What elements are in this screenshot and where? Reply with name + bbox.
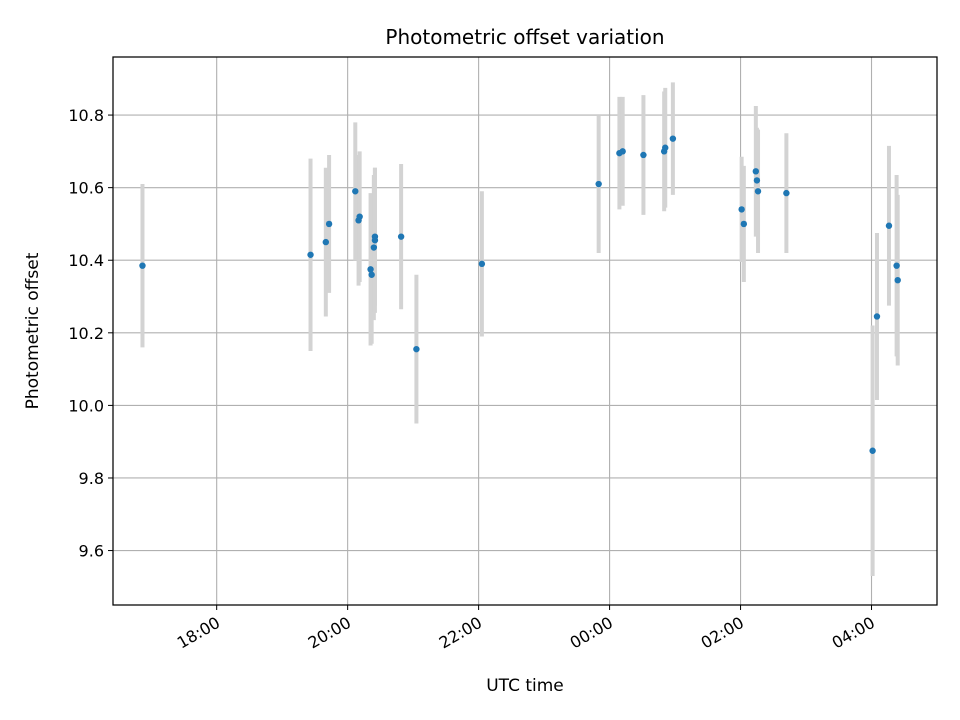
data-point [754,188,762,195]
y-tick-label: 9.8 [79,469,104,488]
data-point [352,188,359,195]
data-point [595,180,602,188]
data-point [640,151,647,159]
data-point [325,220,333,228]
data-point [740,220,748,228]
data-point [753,177,761,184]
data-point [397,233,405,240]
data-point [322,238,330,246]
data-point [478,260,486,268]
data-point [885,222,893,229]
data-point [356,213,363,220]
data-point [368,271,375,278]
y-axis-label: Photometric offset [23,252,43,409]
data-point [869,447,876,454]
data-point [619,148,626,155]
data-point [873,313,881,320]
data-points [139,135,901,454]
data-point [894,276,901,284]
y-tick-label: 10.6 [68,179,104,198]
data-point [669,135,677,142]
data-point [783,189,790,197]
data-point [367,266,374,273]
y-tick-label: 10.4 [68,251,104,270]
y-tick-label: 10.8 [68,106,104,125]
data-point [371,233,379,240]
plot-frame [112,56,938,606]
data-point [307,251,314,258]
data-point [370,244,378,251]
y-axis-ticks: 9.6 9.8 10.0 10.2 10.4 10.6 10.8 [68,106,113,561]
data-point [752,168,760,175]
data-point [738,206,745,213]
y-tick-label: 10.2 [68,324,104,343]
x-axis-label: UTC time [486,676,564,696]
data-point [139,262,146,269]
y-tick-label: 9.6 [79,542,104,561]
data-point [413,345,420,353]
y-tick-label: 10.0 [68,396,104,415]
data-point [893,262,900,269]
chart-title: Photometric offset variation [385,25,664,49]
data-point [662,144,669,151]
